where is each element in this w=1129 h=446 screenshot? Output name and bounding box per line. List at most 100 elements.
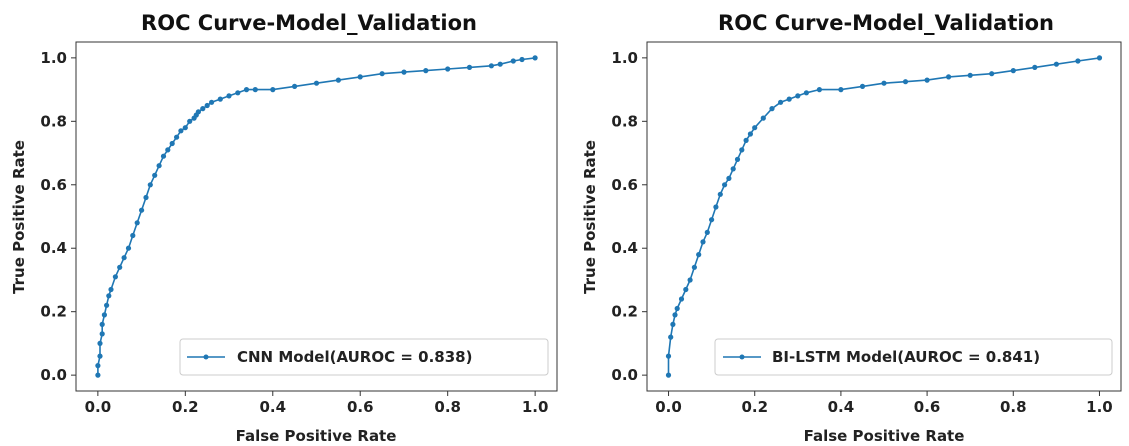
roc-point bbox=[1075, 58, 1081, 64]
x-ticks: 0.0 0.2 0.4 0.6 0.8 1.0 bbox=[85, 391, 549, 416]
roc-point bbox=[665, 353, 672, 359]
roc-point bbox=[519, 56, 525, 63]
roc-point bbox=[139, 207, 145, 213]
roc-point bbox=[95, 363, 101, 369]
roc-point bbox=[778, 99, 784, 105]
roc-point bbox=[121, 255, 127, 261]
roc-point bbox=[1010, 68, 1016, 74]
roc-point bbox=[1032, 64, 1038, 70]
roc-point bbox=[204, 102, 210, 109]
roc-point bbox=[401, 69, 407, 75]
roc-point bbox=[101, 312, 107, 318]
roc-point bbox=[668, 334, 674, 340]
roc-point bbox=[379, 71, 385, 77]
roc-point bbox=[700, 239, 706, 245]
roc-point bbox=[672, 312, 678, 318]
roc-point bbox=[967, 72, 973, 78]
plot-frame bbox=[75, 41, 558, 392]
roc-point bbox=[717, 191, 723, 197]
roc-point bbox=[445, 66, 451, 72]
roc-point bbox=[747, 131, 753, 137]
series-layer bbox=[95, 55, 538, 378]
roc-point bbox=[881, 80, 887, 86]
roc-point bbox=[734, 156, 741, 162]
y-axis-label: True Positive Rate bbox=[581, 140, 599, 294]
roc-point bbox=[182, 125, 188, 131]
roc-point bbox=[859, 83, 866, 89]
roc-point bbox=[665, 372, 672, 378]
x-tick-label: 1.0 bbox=[522, 398, 549, 416]
roc-point bbox=[423, 68, 429, 74]
roc-point bbox=[95, 372, 101, 378]
roc-point bbox=[292, 83, 298, 89]
roc-point bbox=[195, 109, 201, 115]
roc-point bbox=[726, 175, 732, 181]
roc-point bbox=[838, 87, 844, 93]
roc-point bbox=[691, 264, 697, 270]
roc-point bbox=[130, 232, 136, 239]
roc-point bbox=[134, 220, 140, 226]
roc-point bbox=[313, 80, 320, 86]
roc-point bbox=[704, 229, 710, 235]
x-tick-label: 0.6 bbox=[914, 398, 941, 416]
roc-point bbox=[200, 106, 206, 112]
roc-chart-bilstm: ROC Curve-Model_Validation 0.00.20.40.60… bbox=[581, 11, 1122, 445]
chart-title: ROC Curve-Model_Validation bbox=[718, 11, 1054, 35]
roc-point bbox=[709, 217, 715, 223]
roc-point bbox=[488, 63, 494, 69]
roc-point bbox=[687, 277, 693, 283]
roc-chart-cnn: ROC Curve-Model_Validation 0.00.20.40.60… bbox=[10, 11, 558, 445]
roc-point bbox=[178, 128, 184, 134]
roc-point bbox=[466, 64, 473, 70]
roc-point bbox=[147, 182, 153, 188]
roc-point bbox=[165, 147, 171, 153]
roc-point bbox=[217, 96, 223, 102]
roc-point bbox=[532, 55, 538, 61]
roc-point bbox=[674, 305, 680, 312]
roc-point bbox=[739, 147, 745, 153]
roc-point bbox=[335, 77, 341, 83]
x-tick-label: 0.8 bbox=[434, 398, 461, 416]
roc-point bbox=[678, 296, 685, 302]
roc-point bbox=[104, 302, 110, 308]
roc-point bbox=[722, 182, 728, 188]
roc-point bbox=[752, 125, 758, 131]
roc-point bbox=[1053, 61, 1059, 67]
roc-point bbox=[156, 163, 162, 169]
y-tick-label: 0.4 bbox=[611, 239, 638, 257]
x-ticks: 0.0 0.2 0.4 0.6 0.8 1.0 bbox=[655, 391, 1113, 416]
roc-point bbox=[160, 153, 167, 159]
series-layer bbox=[665, 55, 1103, 378]
roc-point bbox=[730, 166, 736, 172]
roc-point bbox=[99, 331, 105, 337]
roc-point bbox=[924, 77, 930, 83]
y-tick-label: 0.6 bbox=[40, 176, 67, 194]
y-tick-label: 0.8 bbox=[40, 112, 67, 130]
roc-point bbox=[252, 87, 258, 93]
y-ticks: 0.0 0.2 0.4 0.6 0.8 1.0 bbox=[611, 49, 647, 384]
legend-marker bbox=[203, 354, 209, 360]
roc-point bbox=[270, 87, 276, 93]
y-tick-label: 0.0 bbox=[40, 366, 67, 384]
x-tick-label: 0.2 bbox=[741, 398, 768, 416]
x-tick-label: 0.2 bbox=[172, 398, 199, 416]
roc-point bbox=[696, 252, 702, 258]
roc-point bbox=[670, 321, 676, 327]
roc-point bbox=[989, 71, 995, 77]
roc-point bbox=[125, 245, 132, 251]
x-tick-label: 0.8 bbox=[1000, 398, 1027, 416]
roc-point bbox=[743, 137, 749, 143]
roc-point bbox=[97, 340, 103, 346]
x-tick-label: 0.4 bbox=[828, 398, 855, 416]
roc-point bbox=[497, 61, 503, 67]
y-tick-label: 0.8 bbox=[611, 112, 638, 130]
x-tick-label: 0.0 bbox=[655, 398, 682, 416]
legend-box bbox=[714, 338, 1113, 376]
roc-point bbox=[209, 99, 215, 105]
legend-box bbox=[179, 338, 549, 376]
roc-point bbox=[357, 74, 363, 80]
roc-point bbox=[510, 58, 516, 64]
legend-label: BI-LSTM Model(AUROC = 0.841) bbox=[772, 348, 1040, 366]
roc-point bbox=[169, 140, 175, 147]
y-ticks: 0.0 0.2 0.4 0.6 0.8 1.0 bbox=[40, 49, 76, 384]
